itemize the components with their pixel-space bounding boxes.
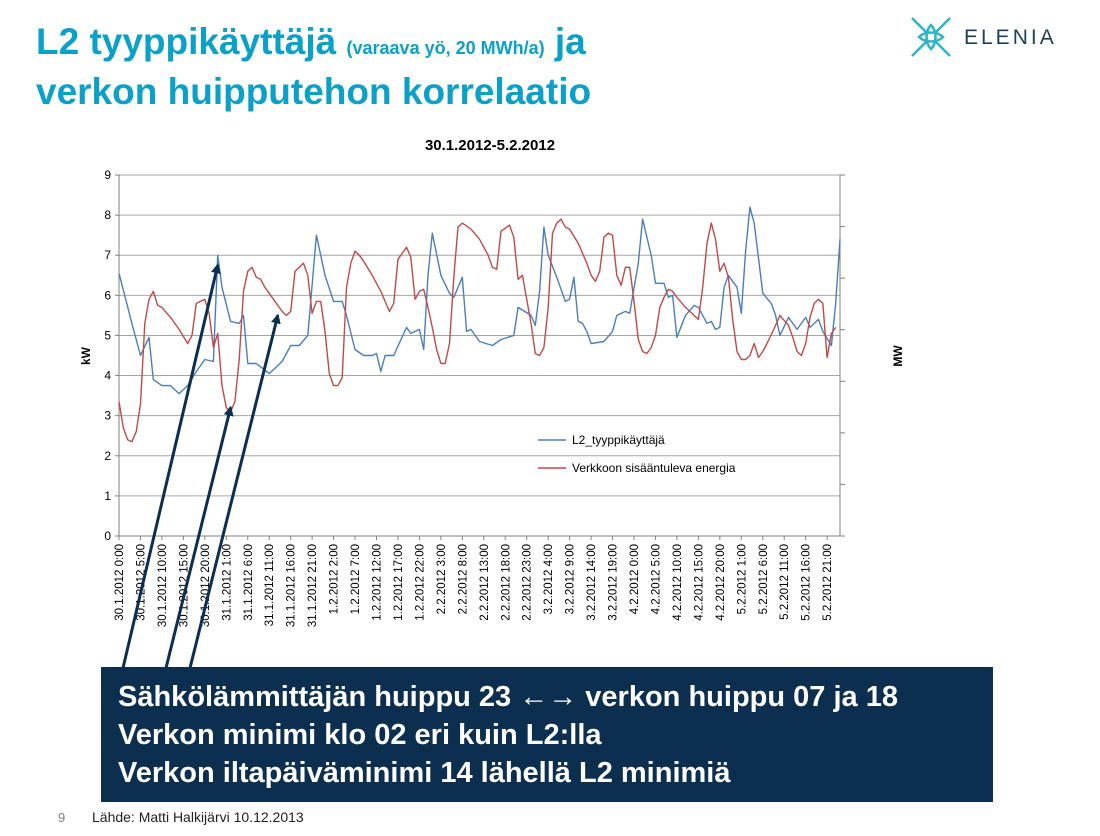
y-tick-label: 2 [104,449,111,463]
series-lines [118,206,841,443]
x-tick-label: 2.2.2012 13:00 [479,544,491,621]
annotation-arrow [188,313,281,669]
elenia-logo: ELENIA [908,14,1068,62]
title-line2: verkon huipputehon korrelaatio [36,71,592,112]
callout-line-1: Sähkölämmittäjän huippu 23 ←→ verkon hui… [118,681,898,713]
annotation-arrow [164,405,234,669]
x-tick-label: 31.1.2012 6:00 [243,544,255,621]
y-axis-label: kW [79,346,93,365]
x-tick-label: 5.2.2012 6:00 [758,544,770,614]
x-tick-label: 2.2.2012 8:00 [457,544,469,614]
legend: L2_tyyppikäyttäjä Verkkoon sisääntuleva e… [538,433,736,475]
y-tick-label: 7 [104,248,111,262]
elenia-logo-icon [911,17,951,57]
x-tick-label: 1.2.2012 12:00 [372,544,384,621]
y-tick-label: 4 [104,369,111,383]
source-note: Lähde: Matti Halkijärvi 10.12.2013 [92,809,304,825]
callout-line-3: Verkon iltapäiväminimi 14 lähellä L2 min… [118,757,731,789]
x-tick-label: 1.2.2012 7:00 [350,544,362,614]
x-tick-label: 4.2.2012 15:00 [693,544,705,621]
y-tick-label: 1 [104,489,111,503]
axes [115,174,845,540]
x-tick-label: 2.2.2012 23:00 [522,544,534,621]
y2-axis-label: MW [891,345,905,367]
x-tick-label: 3.2.2012 19:00 [608,544,620,621]
y-tick-label: 0 [104,529,111,543]
x-tick-label: 2.2.2012 18:00 [500,544,512,621]
y-tick-label: 9 [104,168,111,182]
chart-title: 30.1.2012-5.2.2012 [425,137,555,154]
x-tick-label: 31.1.2012 16:00 [286,544,298,627]
x-tick-label: 4.2.2012 10:00 [672,544,684,621]
x-tick-label: 5.2.2012 21:00 [822,544,834,621]
series-line-l2 [118,206,841,395]
x-tick-label: 3.2.2012 14:00 [586,544,598,621]
series-line-network [118,218,837,443]
y-tick-labels: 0 1 2 3 4 5 6 7 8 9 [104,168,111,543]
callout-box: Sähkölämmittäjän huippu 23 ←→ verkon hui… [101,667,993,802]
x-tick-label: 4.2.2012 20:00 [715,544,727,621]
x-tick-label: 31.1.2012 21:00 [307,544,319,627]
x-tick-label: 4.2.2012 0:00 [629,544,641,614]
x-tick-label: 1.2.2012 2:00 [329,544,341,614]
title-subtitle: (varaava yö, 20 MWh/a) [346,38,545,58]
x-tick-label: 30.1.2012 0:00 [114,544,126,621]
x-tick-label: 31.1.2012 1:00 [221,544,233,621]
x-tick-label: 1.2.2012 17:00 [393,544,405,621]
annotation-arrow [121,263,221,669]
x-tick-label: 1.2.2012 22:00 [414,544,426,621]
x-tick-label: 30.1.2012 10:00 [157,544,169,627]
x-tick-label: 5.2.2012 16:00 [801,544,813,621]
legend-label: Verkkoon sisääntuleva energia [572,461,736,475]
x-tick-label: 2.2.2012 3:00 [436,544,448,614]
slide-title: L2 tyyppikäyttäjä (varaava yö, 20 MWh/a)… [36,20,736,114]
logo-text: ELENIA [964,26,1057,49]
x-tick-label: 3.2.2012 4:00 [543,544,555,614]
y-tick-label: 6 [104,288,111,302]
x-tick-label: 31.1.2012 11:00 [264,544,276,626]
x-tick-labels: 30.1.2012 0:00 30.1.2012 5:00 30.1.2012 10… [114,544,834,627]
x-tick-label: 5.2.2012 11:00 [779,544,791,620]
legend-label: L2_tyyppikäyttäjä [572,433,665,447]
x-tick-label: 4.2.2012 5:00 [650,544,662,614]
grid-lines [119,174,840,497]
y-tick-label: 3 [104,409,111,423]
callout-line-2: Verkon minimi klo 02 eri kuin L2:lla [118,719,602,751]
page-number: 9 [58,810,66,825]
title-main: L2 tyyppikäyttäjä [36,21,337,62]
y-tick-label: 5 [104,328,111,342]
y-tick-label: 8 [104,208,111,222]
x-tick-label: 5.2.2012 1:00 [736,544,748,614]
title-connector: ja [554,21,586,62]
x-tick-label: 3.2.2012 9:00 [565,544,577,614]
annotation-arrows [121,263,281,669]
x-tick-label: 30.1.2012 20:00 [200,544,212,627]
